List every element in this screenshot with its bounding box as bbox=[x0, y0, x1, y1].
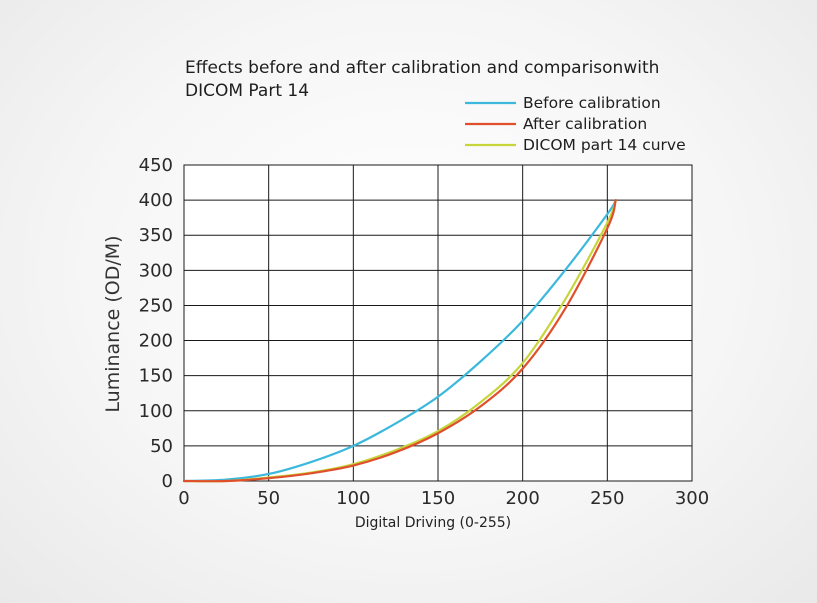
x-axis-ticks: 0 50 100 150 200 250 300 bbox=[178, 488, 709, 509]
x-tick-label: 100 bbox=[336, 488, 370, 509]
x-tick-label: 200 bbox=[505, 488, 539, 509]
x-tick-label: 50 bbox=[257, 488, 280, 509]
y-tick-label: 350 bbox=[139, 225, 173, 246]
x-axis-label: Digital Driving (0-255) bbox=[355, 515, 511, 531]
x-tick-label: 150 bbox=[421, 488, 455, 509]
y-tick-label: 100 bbox=[139, 401, 173, 422]
legend: Before calibration After calibration DICOM… bbox=[465, 94, 686, 154]
y-axis-ticks: 0 50 100 150 200 250 300 350 400 450 bbox=[139, 155, 173, 492]
legend-label: DICOM part 14 curve bbox=[523, 136, 686, 154]
series-line-before-calibration bbox=[182, 199, 617, 483]
chart-title-line-1: Effects before and after calibration and… bbox=[185, 58, 659, 78]
y-tick-label: 250 bbox=[139, 295, 173, 316]
y-tick-label: 300 bbox=[139, 260, 173, 281]
y-tick-label: 200 bbox=[139, 331, 173, 352]
x-tick-label: 0 bbox=[178, 488, 189, 509]
legend-label: After calibration bbox=[523, 115, 647, 133]
y-tick-label: 0 bbox=[162, 471, 173, 492]
y-tick-label: 450 bbox=[139, 155, 173, 176]
x-tick-label: 250 bbox=[590, 488, 624, 509]
legend-label: Before calibration bbox=[523, 94, 661, 112]
grid-lines bbox=[183, 164, 693, 482]
y-axis-label: Luminance (OD/M) bbox=[102, 235, 124, 412]
x-tick-label: 300 bbox=[675, 488, 709, 509]
y-tick-label: 150 bbox=[139, 366, 173, 387]
chart-title-line-2: DICOM Part 14 bbox=[185, 81, 309, 101]
series-curves bbox=[182, 199, 617, 483]
series-line-after-calibration bbox=[182, 199, 617, 483]
y-tick-label: 400 bbox=[139, 190, 173, 211]
y-tick-label: 50 bbox=[150, 436, 173, 457]
chart-title: Effects before and after calibration and… bbox=[185, 58, 659, 101]
